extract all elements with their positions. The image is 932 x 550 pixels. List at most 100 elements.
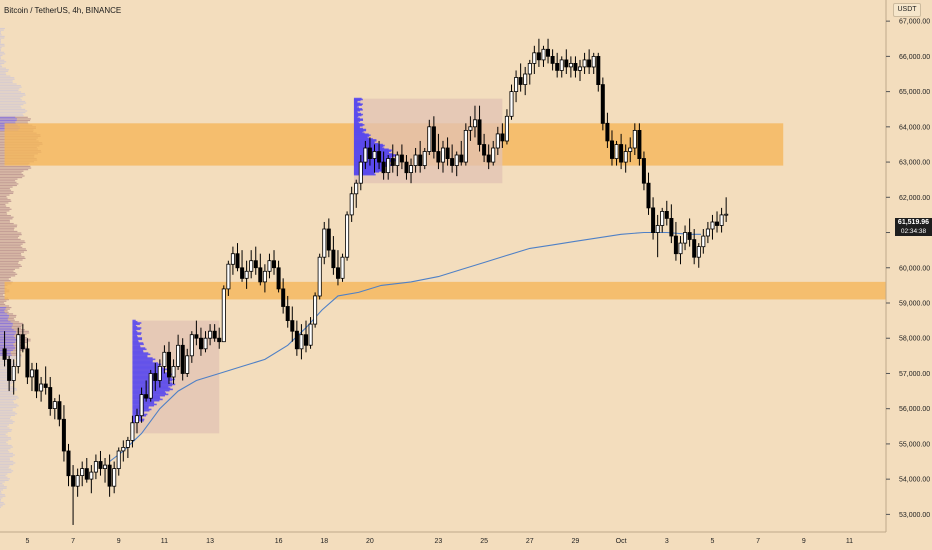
left-profile-bar	[0, 402, 14, 404]
candle	[125, 436, 130, 459]
candle-body	[153, 373, 158, 381]
left-profile-bar	[0, 287, 7, 290]
candle	[57, 394, 62, 427]
left-profile-bar	[0, 381, 15, 383]
candle-body	[413, 154, 418, 167]
x-tick-label: 9	[802, 538, 806, 545]
candle-body	[495, 133, 500, 149]
left-profile-bar	[0, 186, 13, 188]
candle	[377, 140, 382, 170]
candle-body	[308, 323, 313, 346]
range-profile-bar	[353, 113, 364, 116]
left-profile-bar	[0, 387, 17, 390]
range-profile-bar	[353, 128, 367, 131]
candle	[632, 123, 637, 156]
range-profile-bar	[132, 359, 153, 362]
candle-body	[317, 256, 322, 297]
left-profile-bar	[0, 96, 23, 98]
left-profile-bar-accent	[0, 325, 12, 328]
range-profile-bar	[353, 123, 363, 125]
candle-body	[559, 59, 564, 71]
candle	[363, 140, 368, 170]
candle	[20, 324, 25, 353]
range-profile-bar	[353, 136, 368, 138]
left-profile-bar	[0, 265, 22, 267]
left-profile-bar	[0, 435, 8, 437]
candle	[395, 151, 400, 177]
candle-body	[217, 337, 222, 343]
candle-body	[349, 193, 354, 216]
left-profile-bar	[0, 54, 3, 57]
candle-body	[646, 182, 651, 209]
candle	[139, 387, 144, 423]
candle-body	[715, 221, 720, 226]
left-profile-bar	[0, 67, 6, 69]
left-profile-bar	[0, 400, 14, 402]
left-profile-bar	[0, 85, 21, 87]
left-profile-bar	[0, 94, 26, 96]
left-profile-bar-accent	[0, 119, 17, 122]
candle	[705, 221, 710, 244]
left-profile-bar	[0, 40, 1, 42]
range-profile-bar	[132, 347, 146, 349]
currency-button[interactable]: USDT	[893, 3, 921, 17]
left-profile-bar-accent	[0, 311, 5, 313]
candle-body	[98, 461, 103, 469]
left-profile-bar-accent	[0, 324, 13, 326]
range-profile-bar	[353, 100, 358, 103]
range-profile-bar	[353, 141, 375, 144]
left-profile-bar	[0, 427, 10, 429]
candle	[16, 327, 21, 374]
range-profile-bar	[353, 101, 358, 104]
left-profile-bar	[0, 224, 18, 226]
left-profile-bar	[0, 34, 2, 36]
left-profile-bar	[0, 411, 16, 413]
range-profile-bar	[353, 137, 369, 139]
range-profile-bar	[353, 149, 392, 152]
candle	[308, 317, 313, 349]
candle-body	[189, 334, 194, 357]
candle-body	[619, 144, 624, 163]
range-profile-bar	[132, 383, 176, 386]
candle	[52, 398, 57, 420]
left-profile-bar	[0, 254, 22, 256]
left-profile-bar	[0, 37, 5, 39]
left-profile-bar	[0, 292, 6, 294]
candle-body	[185, 355, 190, 374]
candle	[527, 59, 532, 85]
range-profile-bar	[132, 391, 165, 393]
candle	[80, 461, 85, 487]
range-profile-bar	[353, 144, 385, 147]
candle-body	[632, 129, 637, 149]
left-profile-bar	[0, 410, 13, 412]
left-profile-bar	[0, 264, 21, 266]
candle	[75, 468, 80, 497]
candle-body	[486, 154, 491, 163]
candle	[358, 155, 363, 191]
candle	[564, 49, 569, 74]
left-profile-bar	[0, 181, 17, 183]
range-profile-bar	[132, 362, 158, 364]
candle	[262, 264, 267, 293]
range-profile-bar	[132, 367, 164, 369]
candle-body	[386, 158, 391, 174]
candle-body	[482, 144, 487, 156]
left-profile-bar	[0, 218, 13, 220]
left-profile-bar	[0, 77, 15, 79]
candle	[724, 197, 729, 222]
candle	[463, 123, 468, 166]
x-tick-label: 11	[846, 538, 853, 545]
candle	[194, 320, 199, 346]
left-profile-bar	[0, 440, 9, 442]
candle-body	[491, 147, 496, 163]
left-profile-bar	[0, 89, 19, 91]
candle-body	[281, 288, 286, 307]
candle	[678, 236, 683, 265]
candle-body	[450, 158, 455, 166]
candle-body	[322, 228, 327, 258]
left-profile-bar	[0, 268, 15, 271]
left-profile-bar	[0, 113, 23, 115]
left-profile-bar	[0, 378, 12, 380]
candle	[587, 49, 592, 74]
